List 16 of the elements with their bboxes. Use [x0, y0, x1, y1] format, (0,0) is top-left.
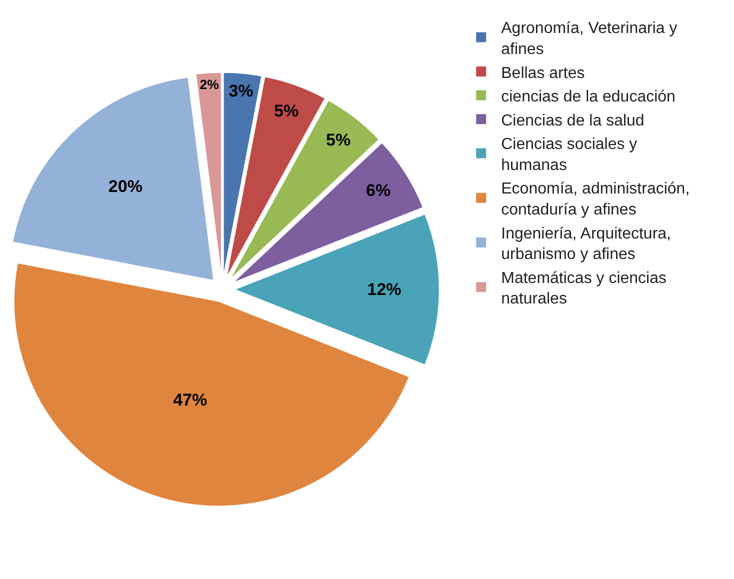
legend-label: ciencias de la educación: [501, 88, 676, 106]
data-label: 2%: [200, 77, 220, 92]
legend-label: Bellas artes: [501, 64, 585, 82]
data-label: 3%: [228, 81, 254, 100]
legend-label: Economía, administración, contaduría y afines: [501, 180, 690, 219]
legend-label: Matemáticas y ciencias naturales: [501, 270, 667, 308]
data-label: 12%: [367, 280, 402, 299]
legend-label: Ciencias sociales y humanas: [501, 136, 638, 174]
data-label: 5%: [326, 130, 351, 150]
legend-label: Ingeniería, Arquitectura, urbanismo y afines: [501, 225, 672, 264]
legend-label: Ciencias de la salud: [501, 112, 644, 130]
legend-label: Agronomía, Veterinaria y afines: [501, 20, 678, 58]
data-label: 47%: [173, 390, 208, 410]
data-label: 6%: [366, 180, 391, 200]
data-label: 5%: [274, 102, 299, 121]
data-label: 20%: [108, 176, 142, 196]
